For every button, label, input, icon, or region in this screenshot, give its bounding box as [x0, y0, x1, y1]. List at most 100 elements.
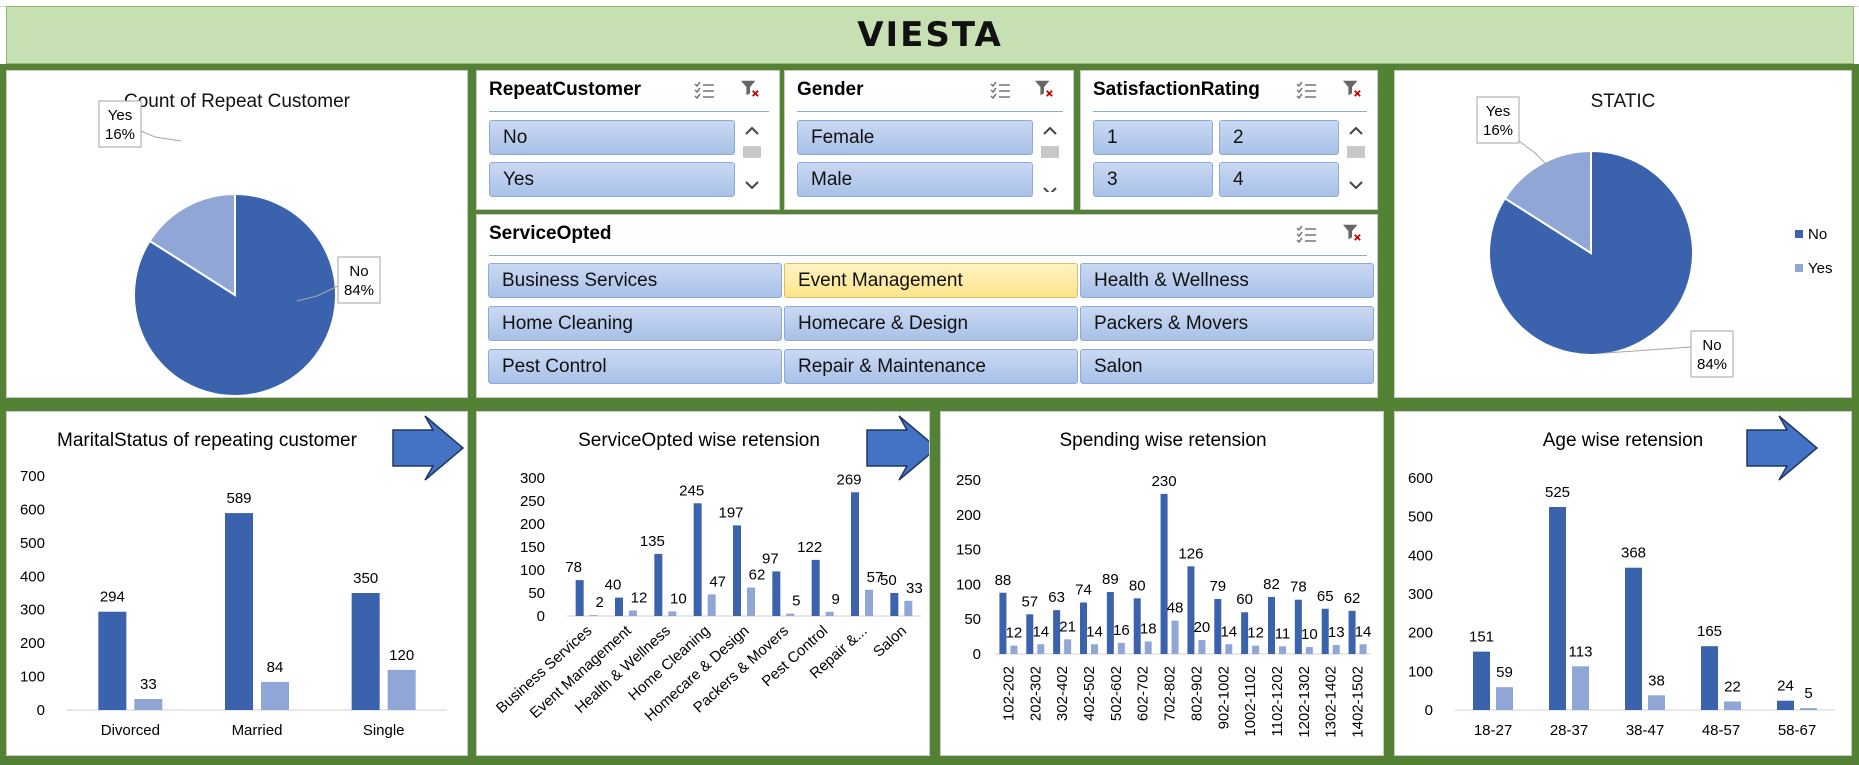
- age-retention-chart-panel[interactable]: Age wise retension 0 100 200 300 400 500 600 151…: [1394, 411, 1852, 756]
- data-label: 120: [389, 647, 414, 664]
- bar-series-2: [1724, 701, 1741, 710]
- clear-filter-icon[interactable]: [1341, 79, 1363, 97]
- bar-series-2: [1572, 666, 1589, 710]
- y-tick-label: 50: [964, 611, 981, 628]
- slicer-scrollbar[interactable]: [1345, 120, 1367, 198]
- data-label: 57: [1021, 593, 1038, 610]
- bar-series-1: [1321, 608, 1329, 654]
- bar-series-2: [1171, 620, 1179, 654]
- service-opted-slicer[interactable]: ServiceOpted Business Services Event Man…: [476, 214, 1378, 398]
- x-tick-label: 38-47: [1626, 722, 1664, 739]
- slicer-scrollbar[interactable]: [741, 120, 763, 198]
- slicer-item-event-management[interactable]: Event Management: [784, 263, 1078, 298]
- multi-select-icon[interactable]: [693, 81, 715, 99]
- data-label: 97: [762, 550, 779, 567]
- callout-box-no: [1690, 330, 1734, 378]
- satisfaction-rating-slicer[interactable]: SatisfactionRating 1 2 3 4: [1080, 70, 1378, 210]
- bar-series-1: [1625, 567, 1642, 710]
- x-tick-label: 18-27: [1474, 722, 1512, 739]
- data-label: 5: [792, 593, 800, 610]
- clear-filter-icon[interactable]: [1033, 79, 1055, 97]
- callout-box-yes: [98, 100, 142, 148]
- scroll-down-icon[interactable]: [1348, 178, 1364, 192]
- data-label: 230: [1152, 473, 1177, 490]
- multi-select-icon[interactable]: [989, 81, 1011, 99]
- slicer-title: SatisfactionRating: [1093, 79, 1260, 100]
- data-label: 12: [1006, 625, 1023, 642]
- bar-series-2: [1198, 640, 1206, 654]
- slicer-item-business-services[interactable]: Business Services: [488, 263, 782, 298]
- chart-title: Spending wise retension: [1059, 430, 1266, 451]
- data-label: 350: [353, 570, 378, 587]
- y-tick-label: 150: [956, 542, 981, 559]
- marital-status-bar-chart: MaritalStatus of repeating customer 0 100 2…: [20, 415, 465, 739]
- y-tick-label: 0: [37, 702, 45, 719]
- y-tick-label: 700: [20, 468, 45, 485]
- bar-series-2: [865, 589, 873, 616]
- service-retention-chart-panel[interactable]: ServiceOpted wise retension 0 50 100 150 200 2…: [476, 411, 930, 756]
- data-label: 135: [640, 533, 665, 550]
- clear-filter-icon[interactable]: [1341, 223, 1363, 241]
- data-label: 38: [1648, 672, 1665, 689]
- slicer-item-pest-control[interactable]: Pest Control: [488, 349, 782, 384]
- bar-series-1: [1133, 598, 1141, 654]
- static-pie-panel[interactable]: STATIC Yes 16% No 84% No Yes: [1394, 70, 1852, 398]
- bar-series-2: [1359, 644, 1367, 654]
- slicer-item-home-cleaning[interactable]: Home Cleaning: [488, 306, 782, 341]
- bar-series-1: [1701, 646, 1718, 710]
- data-label: 79: [1209, 578, 1226, 595]
- data-label: 20: [1194, 619, 1211, 636]
- x-tick-label: 1102-1202: [1269, 666, 1286, 737]
- bar-series-1: [1187, 566, 1195, 654]
- bar-series-2: [629, 610, 637, 616]
- repeat-customer-pie-panel[interactable]: Count of Repeat Customer Yes 16% No 84%: [6, 70, 468, 398]
- marital-status-chart-panel[interactable]: MaritalStatus of repeating customer 0 100 2…: [6, 411, 468, 756]
- slicer-item-no[interactable]: No: [489, 120, 735, 155]
- y-tick-label: 50: [528, 585, 545, 602]
- bar-series-1: [693, 503, 702, 616]
- bar-series-1: [999, 592, 1007, 654]
- slicer-item-health-wellness[interactable]: Health & Wellness: [1080, 263, 1374, 298]
- scroll-up-icon[interactable]: [1348, 124, 1364, 138]
- scroll-down-icon[interactable]: [1042, 178, 1058, 192]
- clear-filter-icon[interactable]: [739, 79, 761, 97]
- slicer-item-male[interactable]: Male: [797, 162, 1033, 197]
- slicer-item-yes[interactable]: Yes: [489, 162, 735, 197]
- data-label: 368: [1621, 545, 1646, 562]
- arrow-right-icon: [392, 415, 465, 481]
- scroll-up-icon[interactable]: [1042, 124, 1058, 138]
- slicer-item-homecare-design[interactable]: Homecare & Design: [784, 306, 1078, 341]
- slicer-item-4[interactable]: 4: [1219, 162, 1339, 197]
- x-tick-label: 1402-1502: [1350, 666, 1367, 738]
- x-tick-label: 1302-1402: [1323, 666, 1340, 738]
- scroll-thumb[interactable]: [743, 146, 761, 158]
- multi-select-icon[interactable]: [1295, 225, 1317, 243]
- bar-series-1: [890, 593, 899, 616]
- slicer-item-1[interactable]: 1: [1093, 120, 1213, 155]
- data-label: 62: [1344, 590, 1361, 607]
- callout-leader-no: [296, 285, 339, 302]
- scroll-thumb[interactable]: [1041, 146, 1059, 158]
- slicer-scrollbar[interactable]: [1039, 120, 1061, 198]
- bar-series-1: [225, 513, 253, 710]
- data-label: 21: [1059, 618, 1076, 635]
- bar-series-1: [1241, 612, 1249, 654]
- callout-value-no: 84%: [1697, 356, 1727, 373]
- slicer-item-salon[interactable]: Salon: [1080, 349, 1374, 384]
- repeat-customer-slicer[interactable]: RepeatCustomer No Yes: [476, 70, 780, 210]
- slicer-item-2[interactable]: 2: [1219, 120, 1339, 155]
- scroll-down-icon[interactable]: [744, 178, 760, 192]
- gender-slicer[interactable]: Gender Female Male: [784, 70, 1074, 210]
- slicer-item-female[interactable]: Female: [797, 120, 1033, 155]
- slicer-item-packers-movers[interactable]: Packers & Movers: [1080, 306, 1374, 341]
- multi-select-icon[interactable]: [1295, 81, 1317, 99]
- scroll-up-icon[interactable]: [744, 124, 760, 138]
- scroll-thumb[interactable]: [1347, 146, 1365, 158]
- spending-retention-chart-panel[interactable]: Spending wise retension 0 50 100 150 200 250 88…: [940, 411, 1384, 756]
- bar-series-2: [786, 613, 795, 616]
- x-tick-label: 1002-1102: [1242, 666, 1259, 737]
- data-label: 10: [1301, 626, 1318, 643]
- slicer-item-repair-maintenance[interactable]: Repair & Maintenance: [784, 349, 1078, 384]
- arrow-right-icon: [1746, 415, 1819, 481]
- slicer-item-3[interactable]: 3: [1093, 162, 1213, 197]
